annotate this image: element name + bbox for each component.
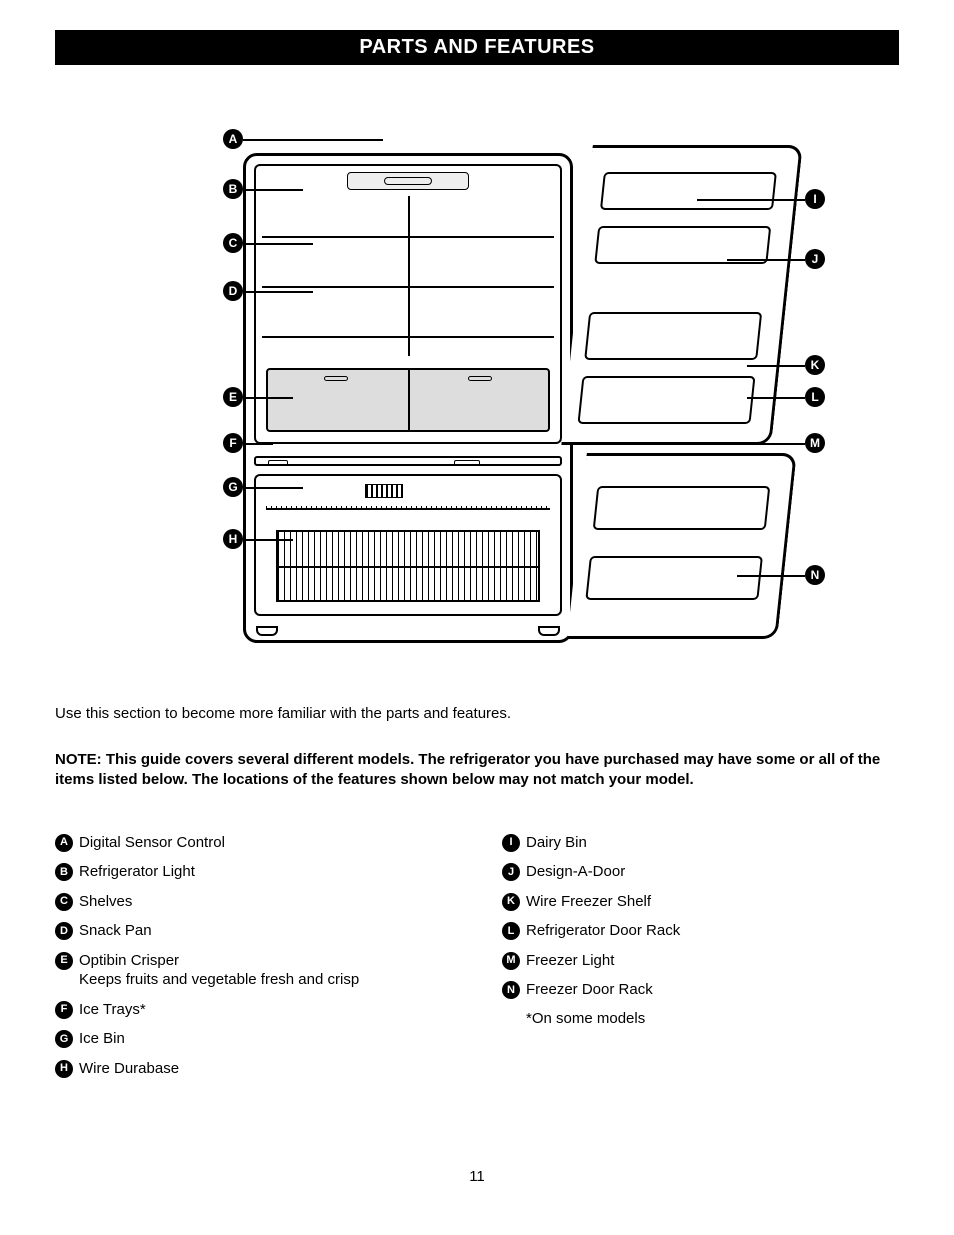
- legend-label: Refrigerator Light: [79, 862, 195, 882]
- legend-item: G Ice Bin: [55, 1029, 452, 1049]
- leader-line: [737, 575, 805, 577]
- leader-line: [747, 397, 805, 399]
- legend-footnote: *On some models: [526, 1010, 899, 1027]
- legend-label: Wire Freezer Shelf: [526, 892, 651, 912]
- callout-K: K: [805, 355, 825, 375]
- legend-item: L Refrigerator Door Rack: [502, 921, 899, 941]
- freezer-door: [567, 453, 797, 639]
- legend-badge: I: [502, 834, 520, 852]
- legend-item: N Freezer Door Rack: [502, 980, 899, 1000]
- leader-line: [243, 139, 383, 141]
- leader-line: [727, 259, 805, 261]
- legend-badge: G: [55, 1030, 73, 1048]
- legend-column-left: A Digital Sensor Control B Refrigerator Lig…: [55, 833, 452, 1089]
- wire-durabase: [276, 530, 540, 602]
- callout-G: G: [223, 477, 243, 497]
- legend-badge: H: [55, 1060, 73, 1078]
- wire-shelf: [266, 506, 550, 510]
- legend-label: Shelves: [79, 892, 132, 912]
- legend-item: C Shelves: [55, 892, 452, 912]
- legend-label: Freezer Door Rack: [526, 980, 653, 1000]
- legend-label: Snack Pan: [79, 921, 152, 941]
- legend-item: A Digital Sensor Control: [55, 833, 452, 853]
- legend-item: K Wire Freezer Shelf: [502, 892, 899, 912]
- legend-badge: C: [55, 893, 73, 911]
- refrigerator-diagram: A B C D E F G H I J K L M N: [137, 125, 817, 665]
- refrigerator-door: [561, 145, 803, 445]
- legend-badge: J: [502, 863, 520, 881]
- legend-label: Refrigerator Door Rack: [526, 921, 680, 941]
- legend-badge: L: [502, 922, 520, 940]
- leader-line: [243, 243, 313, 245]
- legend-badge: A: [55, 834, 73, 852]
- door-bin: [593, 486, 771, 530]
- legend-item: J Design-A-Door: [502, 862, 899, 882]
- callout-B: B: [223, 179, 243, 199]
- legend-item: H Wire Durabase: [55, 1059, 452, 1079]
- diagram-container: A B C D E F G H I J K L M N: [55, 125, 899, 665]
- ice-tray: [365, 484, 403, 498]
- legend-label: Wire Durabase: [79, 1059, 179, 1079]
- legend-item: F Ice Trays*: [55, 1000, 452, 1020]
- legend-badge: F: [55, 1001, 73, 1019]
- section-header: PARTS AND FEATURES: [55, 30, 899, 65]
- legend-column-right: I Dairy Bin J Design-A-Door K Wire Freezer Sh…: [502, 833, 899, 1089]
- legend: A Digital Sensor Control B Refrigerator Lig…: [55, 833, 899, 1089]
- legend-item: I Dairy Bin: [502, 833, 899, 853]
- callout-I: I: [805, 189, 825, 209]
- leader-line: [243, 397, 293, 399]
- legend-badge: N: [502, 981, 520, 999]
- page-number: 11: [55, 1168, 899, 1185]
- door-bin: [577, 376, 755, 424]
- legend-label: Optibin CrisperKeeps fruits and vegetabl…: [79, 951, 359, 990]
- legend-item: M Freezer Light: [502, 951, 899, 971]
- legend-item: B Refrigerator Light: [55, 862, 452, 882]
- legend-label: Ice Bin: [79, 1029, 125, 1049]
- legend-label: Dairy Bin: [526, 833, 587, 853]
- callout-L: L: [805, 387, 825, 407]
- fridge-upper-compartment: [254, 164, 562, 444]
- leader-line: [243, 443, 273, 445]
- crisper-drawer: [266, 368, 550, 432]
- callout-F: F: [223, 433, 243, 453]
- callout-C: C: [223, 233, 243, 253]
- control-panel: [347, 172, 469, 190]
- leader-line: [243, 189, 303, 191]
- legend-label: Ice Trays*: [79, 1000, 146, 1020]
- legend-item: E Optibin CrisperKeeps fruits and vegetab…: [55, 951, 452, 990]
- legend-badge: K: [502, 893, 520, 911]
- leader-line: [577, 443, 805, 445]
- door-bin: [600, 172, 777, 210]
- legend-item: D Snack Pan: [55, 921, 452, 941]
- legend-label: Design-A-Door: [526, 862, 625, 882]
- legend-badge: E: [55, 952, 73, 970]
- note-text: NOTE: This guide covers several differen…: [55, 750, 899, 791]
- leader-line: [243, 291, 313, 293]
- callout-M: M: [805, 433, 825, 453]
- leader-line: [243, 487, 303, 489]
- freezer-compartment: [254, 474, 562, 616]
- shelf-divider: [408, 196, 410, 356]
- leader-line: [747, 365, 805, 367]
- door-bin: [584, 312, 762, 360]
- compartment-divider: [254, 456, 562, 466]
- callout-D: D: [223, 281, 243, 301]
- legend-sublabel: Keeps fruits and vegetable fresh and cri…: [79, 970, 359, 990]
- intro-text: Use this section to become more familiar…: [55, 705, 899, 722]
- callout-J: J: [805, 249, 825, 269]
- legend-label: Freezer Light: [526, 951, 614, 971]
- callout-H: H: [223, 529, 243, 549]
- leader-line: [697, 199, 805, 201]
- callout-E: E: [223, 387, 243, 407]
- door-bin: [585, 556, 763, 600]
- leader-line: [243, 539, 293, 541]
- callout-N: N: [805, 565, 825, 585]
- callout-A: A: [223, 129, 243, 149]
- legend-label: Digital Sensor Control: [79, 833, 225, 853]
- legend-badge: M: [502, 952, 520, 970]
- legend-badge: B: [55, 863, 73, 881]
- legend-badge: D: [55, 922, 73, 940]
